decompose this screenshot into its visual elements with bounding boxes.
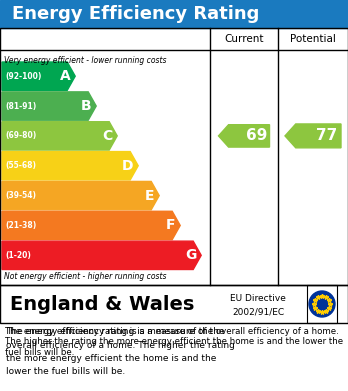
Text: C: C <box>102 129 112 143</box>
Bar <box>0 285 348 323</box>
Text: (69-80): (69-80) <box>5 131 36 140</box>
Text: 2002/91/EC: 2002/91/EC <box>232 308 284 317</box>
Text: England & Wales: England & Wales <box>10 294 195 314</box>
Text: B: B <box>81 99 91 113</box>
Text: E: E <box>145 188 154 203</box>
Text: (1-20): (1-20) <box>5 251 31 260</box>
Circle shape <box>309 291 335 317</box>
Text: (55-68): (55-68) <box>5 161 36 170</box>
Text: Very energy efficient - lower running costs: Very energy efficient - lower running co… <box>4 56 166 65</box>
Polygon shape <box>2 241 201 269</box>
Text: (21-38): (21-38) <box>5 221 36 230</box>
Polygon shape <box>2 181 159 210</box>
Text: 77: 77 <box>316 128 338 143</box>
Text: (81-91): (81-91) <box>5 102 36 111</box>
Polygon shape <box>2 152 138 180</box>
Text: (92-100): (92-100) <box>5 72 41 81</box>
Polygon shape <box>2 62 75 90</box>
Text: (39-54): (39-54) <box>5 191 36 200</box>
Polygon shape <box>2 211 180 240</box>
Text: 69: 69 <box>246 128 267 143</box>
Text: Current: Current <box>224 34 264 44</box>
Polygon shape <box>219 125 269 147</box>
Text: The energy efficiency rating is a measure of the overall efficiency of a home. T: The energy efficiency rating is a measur… <box>5 327 343 357</box>
Text: The energy efficiency rating is a measure of the: The energy efficiency rating is a measur… <box>6 327 224 336</box>
Text: overall efficiency of a home. The higher the rating: overall efficiency of a home. The higher… <box>6 341 235 350</box>
Text: D: D <box>122 159 133 173</box>
Text: Energy Efficiency Rating: Energy Efficiency Rating <box>12 5 259 23</box>
Polygon shape <box>2 92 96 120</box>
Polygon shape <box>2 122 117 150</box>
Text: EU Directive: EU Directive <box>230 294 286 303</box>
Text: the more energy efficient the home is and the: the more energy efficient the home is an… <box>6 354 216 363</box>
Text: F: F <box>166 219 175 233</box>
Polygon shape <box>285 124 341 148</box>
Text: G: G <box>185 248 196 262</box>
Bar <box>307 285 337 323</box>
Bar <box>0 28 348 285</box>
Text: Potential: Potential <box>290 34 336 44</box>
Text: A: A <box>60 69 70 83</box>
Bar <box>0 0 348 28</box>
Text: lower the fuel bills will be.: lower the fuel bills will be. <box>6 368 125 377</box>
Text: Not energy efficient - higher running costs: Not energy efficient - higher running co… <box>4 272 166 281</box>
